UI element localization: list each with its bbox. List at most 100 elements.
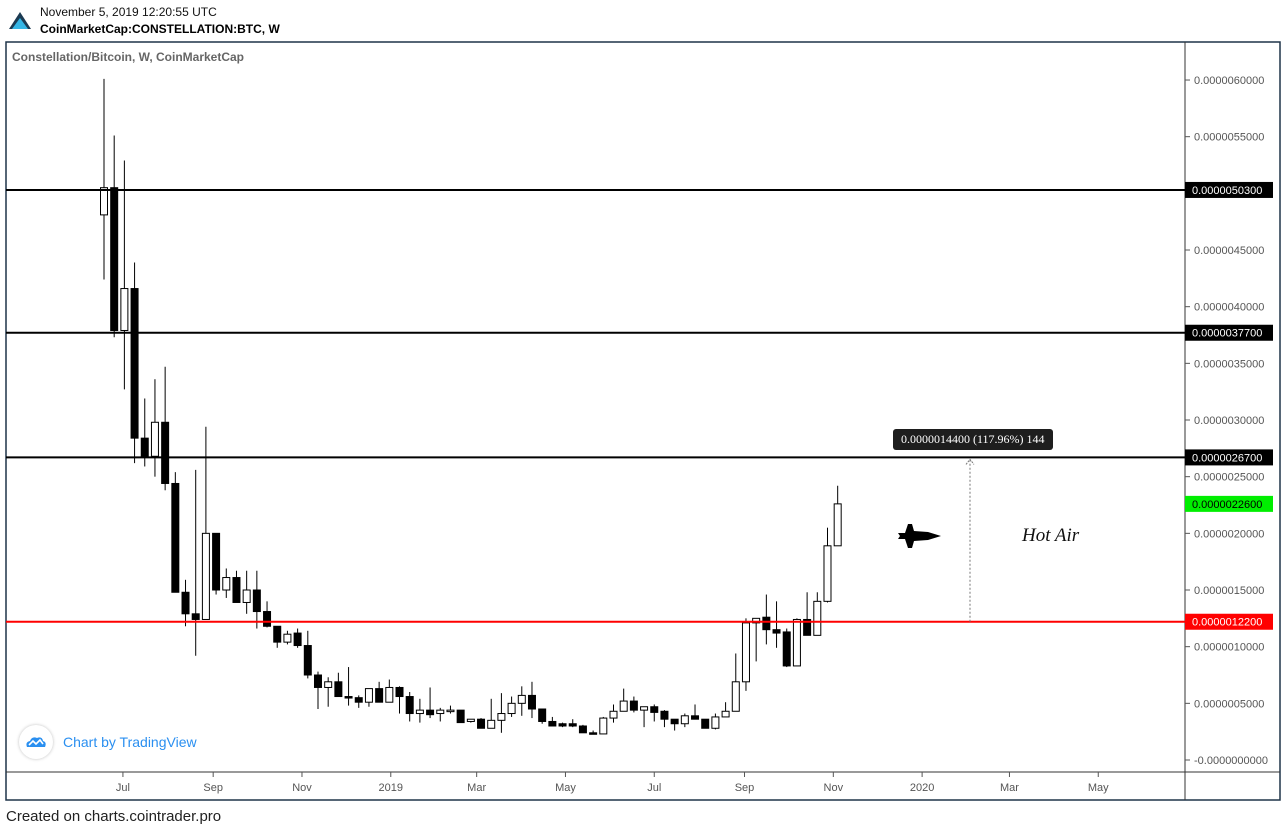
candle-body-down (334, 681, 343, 698)
candle (629, 696, 638, 713)
candle (140, 398, 149, 467)
y-tick-label: 0.0000030000 (1194, 415, 1264, 427)
candle-body-down (273, 625, 282, 643)
candle (252, 570, 261, 629)
last-price-label: 0.0000022600 (1192, 499, 1262, 511)
candle (446, 705, 455, 714)
candle (293, 628, 302, 648)
candle-body-down (293, 632, 302, 647)
candle (273, 625, 282, 648)
candle-body-up (436, 709, 445, 715)
candle (823, 527, 832, 603)
candle-body-up (385, 686, 394, 703)
candle-body-down (395, 686, 404, 698)
candle (130, 262, 139, 464)
footer-credit: Created on charts.cointrader.pro (6, 808, 222, 825)
y-tick-label: 0.0000060000 (1194, 75, 1264, 87)
candle (456, 709, 465, 724)
candle-body-down (252, 589, 261, 613)
candle-body-down (650, 706, 659, 713)
candle-body-down (130, 288, 139, 439)
candle-body-up (446, 709, 455, 713)
candle-body-down (629, 700, 638, 711)
candle (120, 160, 129, 390)
candle (100, 78, 108, 280)
candle-body-down (181, 591, 190, 615)
y-tick-label: 0.0000045000 (1194, 245, 1264, 257)
candle (171, 472, 180, 593)
candle (660, 710, 669, 728)
candles (100, 78, 842, 735)
y-tick-label: 0.0000020000 (1194, 528, 1264, 540)
candle-body-up (242, 589, 251, 603)
candle (527, 681, 536, 719)
line-price-label: 0.0000026700 (1192, 452, 1262, 464)
candle-body-up (680, 715, 689, 725)
candle-body-down (762, 616, 771, 631)
y-tick-label: 0.0000025000 (1194, 472, 1264, 484)
candle (222, 568, 231, 598)
last-price-label-bg (1185, 495, 1273, 512)
candle-body-up (721, 710, 730, 718)
candle-body-down (110, 187, 119, 331)
candle-body-up (324, 681, 333, 688)
annotations (898, 458, 975, 622)
candle (589, 730, 598, 735)
candle (792, 618, 801, 667)
candle-body-down (782, 631, 791, 667)
candle (507, 696, 516, 717)
candle (466, 718, 475, 723)
candle-body-down (313, 674, 322, 688)
candle-body-down (548, 720, 557, 727)
tradingview-label: Chart by TradingView (63, 734, 197, 750)
candle-body-up (599, 717, 608, 735)
candle-body-up (833, 503, 842, 547)
candle-body-down (354, 697, 363, 703)
candle-body-up (364, 688, 373, 703)
x-tick-label: Sep (735, 782, 755, 794)
x-tick-label: Jul (647, 782, 661, 794)
candle-body-down (171, 482, 180, 593)
x-tick-label: Nov (292, 782, 312, 794)
candle (640, 706, 649, 728)
candle-body-up (813, 600, 822, 636)
candle-body-up (100, 187, 108, 216)
candle (752, 617, 761, 662)
candle (497, 693, 506, 733)
candle-body-down (191, 613, 200, 620)
tradingview-branding[interactable]: Chart by TradingView (19, 725, 197, 759)
y-tick-label: 0.0000005000 (1194, 698, 1264, 710)
candle (161, 366, 170, 491)
x-tick-label: 2020 (910, 782, 934, 794)
candle-body-down (426, 709, 435, 716)
candle-body-down (691, 715, 700, 720)
cointrader-logo-icon (9, 9, 31, 29)
x-tick-label: Mar (467, 782, 486, 794)
x-tick-label: Sep (203, 782, 223, 794)
candle-body-up (497, 713, 506, 721)
candle-body-up (487, 719, 496, 729)
candle-body-down (212, 532, 221, 591)
line-price-label: 0.0000050300 (1192, 185, 1262, 197)
candle (701, 718, 710, 729)
candle (803, 592, 812, 636)
candle (670, 718, 679, 731)
candle-body-up (507, 702, 516, 715)
candle (813, 592, 822, 636)
candle-body-down (589, 732, 598, 735)
candle-body-down (232, 577, 241, 603)
x-tick-label: May (555, 782, 576, 794)
y-tick-label: 0.0000015000 (1194, 585, 1264, 597)
candle (201, 426, 210, 620)
x-tick-label: May (1088, 782, 1109, 794)
candle-body-up (752, 617, 761, 624)
candle-body-down (527, 694, 536, 710)
candle-body-down (303, 645, 312, 676)
candle (385, 679, 394, 703)
horizontal-lines (6, 188, 1185, 623)
candle (313, 671, 322, 710)
fighter-jet-icon (898, 524, 941, 548)
candle (354, 695, 363, 708)
candle (395, 686, 404, 714)
